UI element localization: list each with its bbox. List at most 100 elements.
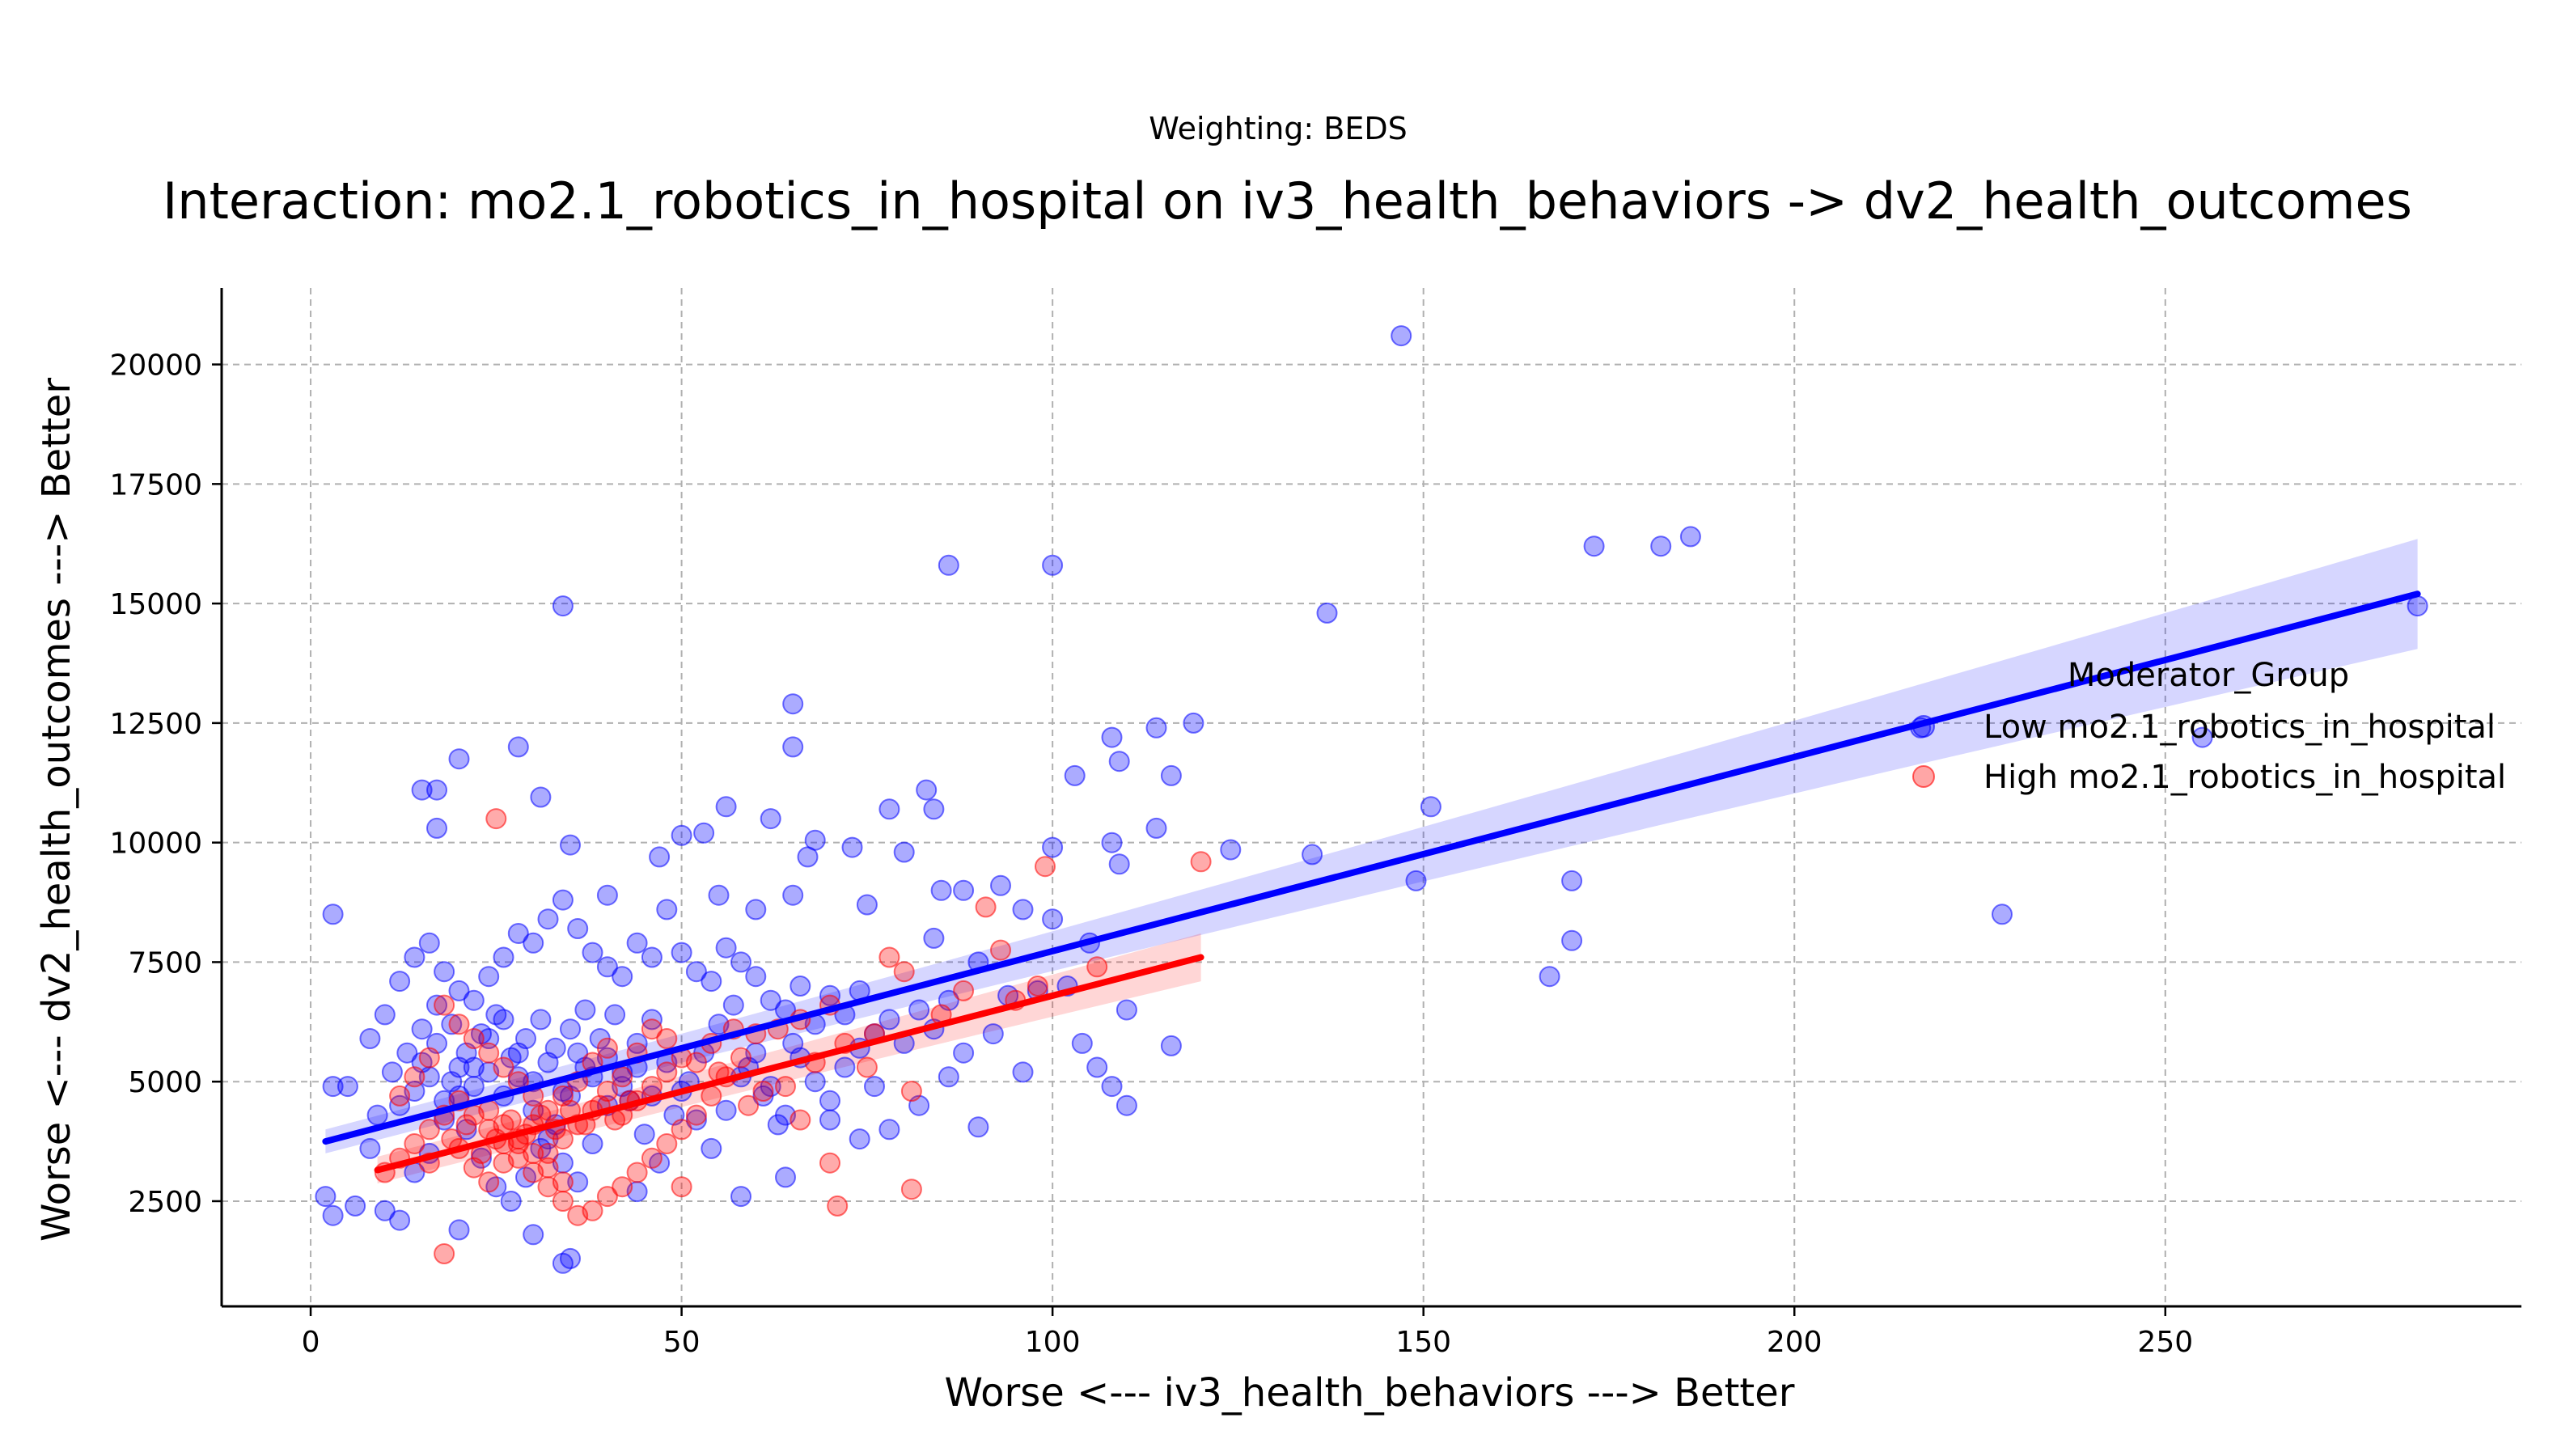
point-s1-0 <box>485 808 507 830</box>
y-tick-label-1: 5000 <box>128 1066 202 1099</box>
point-s0-114 <box>701 971 722 993</box>
x-tick-label-3: 150 <box>1395 1326 1451 1359</box>
x-axis-label: Worse <--- iv3_health_behaviors ---> Bet… <box>945 1370 1795 1416</box>
legend-title: Moderator_Group <box>2068 657 2349 694</box>
point-s0-94 <box>404 946 425 968</box>
point-s0-116 <box>730 951 751 973</box>
point-s1-44 <box>856 1056 878 1078</box>
point-s1-35 <box>404 1133 425 1154</box>
point-s0-6 <box>552 595 574 617</box>
point-s1-64 <box>448 1014 470 1035</box>
point-s1-45 <box>790 1109 811 1131</box>
point-s0-185 <box>604 1004 626 1026</box>
point-s0-38 <box>1145 817 1167 839</box>
point-s0-46 <box>1561 870 1583 891</box>
point-s0-132 <box>982 1023 1004 1045</box>
point-s0-206 <box>530 1009 552 1031</box>
point-s0-71 <box>967 1116 989 1138</box>
y-tick-label-5: 15000 <box>109 588 202 621</box>
point-s1-62 <box>478 1042 500 1064</box>
point-s0-106 <box>582 942 603 963</box>
point-s1-53 <box>612 1066 633 1088</box>
point-s0-12 <box>1183 712 1204 734</box>
point-s0-66 <box>1160 1035 1182 1056</box>
ci-band-1 <box>377 933 1201 1184</box>
point-s0-172 <box>411 1018 433 1040</box>
point-s1-24 <box>567 1204 589 1226</box>
point-s0-193 <box>722 994 744 1016</box>
point-s0-56 <box>856 894 878 916</box>
point-s1-83 <box>641 1076 663 1098</box>
point-s1-39 <box>671 1176 692 1198</box>
point-s0-26 <box>878 798 900 820</box>
chart-suptitle: Weighting: BEDS <box>1149 111 1408 146</box>
point-s0-87 <box>322 1204 344 1226</box>
point-s0-50 <box>782 884 804 906</box>
point-s0-110 <box>641 946 663 968</box>
point-s1-72 <box>478 1171 500 1193</box>
point-s0-156 <box>701 1137 722 1159</box>
point-s1-98 <box>523 1142 544 1164</box>
point-s1-68 <box>389 1085 411 1107</box>
point-s1-34 <box>418 1119 440 1141</box>
y-tick-label-2: 7500 <box>128 946 202 980</box>
point-s0-104 <box>552 889 574 911</box>
point-s0-195 <box>752 1085 774 1107</box>
point-s0-14 <box>2191 726 2213 748</box>
point-s0-81 <box>552 1252 574 1274</box>
point-s0-1 <box>1583 535 1605 557</box>
point-s0-70 <box>1012 1061 1034 1083</box>
point-s0-93 <box>389 971 411 993</box>
point-s0-167 <box>864 1076 885 1098</box>
regression-lines <box>322 590 2421 1174</box>
point-s0-23 <box>530 786 552 808</box>
fit-line-1 <box>374 954 1204 1174</box>
point-s0-9 <box>782 693 804 715</box>
point-s0-102 <box>523 932 544 954</box>
axes <box>212 288 2521 1316</box>
point-s0-197 <box>782 1032 804 1054</box>
point-s0-72 <box>938 1066 959 1088</box>
point-s0-126 <box>878 1009 900 1031</box>
point-s1-15 <box>701 1085 722 1107</box>
point-s0-115 <box>715 937 737 959</box>
point-s0-203 <box>485 1004 507 1026</box>
point-s1-105 <box>500 1109 522 1131</box>
point-s1-50 <box>656 1028 678 1049</box>
point-s1-87 <box>738 1094 760 1116</box>
point-s0-187 <box>633 1124 655 1145</box>
point-s0-82 <box>523 1224 544 1246</box>
point-s0-90 <box>337 1076 358 1098</box>
point-s1-7 <box>878 946 900 968</box>
point-s1-13 <box>730 1047 751 1069</box>
point-s0-208 <box>560 1018 581 1040</box>
point-s0-163 <box>804 1071 826 1093</box>
point-s0-178 <box>500 1191 522 1212</box>
point-s1-102 <box>455 1114 477 1136</box>
point-s0-171 <box>396 1042 418 1064</box>
point-s0-60 <box>1042 908 1064 930</box>
point-s1-107 <box>530 1104 552 1126</box>
point-s1-3 <box>975 896 997 918</box>
point-s0-164 <box>819 1090 840 1111</box>
point-s0-29 <box>715 796 737 818</box>
point-s1-20 <box>626 1162 648 1183</box>
legend-marker-high <box>1912 765 1935 788</box>
confidence-bands <box>325 539 2418 1184</box>
point-s0-118 <box>760 989 781 1011</box>
point-s0-15 <box>507 736 529 758</box>
point-s0-112 <box>671 942 692 963</box>
point-s0-47 <box>322 904 344 925</box>
point-s1-101 <box>441 1128 463 1150</box>
point-s0-43 <box>893 841 915 863</box>
point-s1-4 <box>990 939 1011 961</box>
y-tick-label-6: 17500 <box>109 468 202 502</box>
point-s0-215 <box>463 1076 485 1098</box>
point-s0-41 <box>649 846 671 868</box>
point-s0-89 <box>322 1076 344 1098</box>
point-s0-76 <box>819 1109 840 1131</box>
point-s0-101 <box>507 923 529 944</box>
point-s0-5 <box>1042 554 1064 576</box>
point-s0-98 <box>463 989 485 1011</box>
